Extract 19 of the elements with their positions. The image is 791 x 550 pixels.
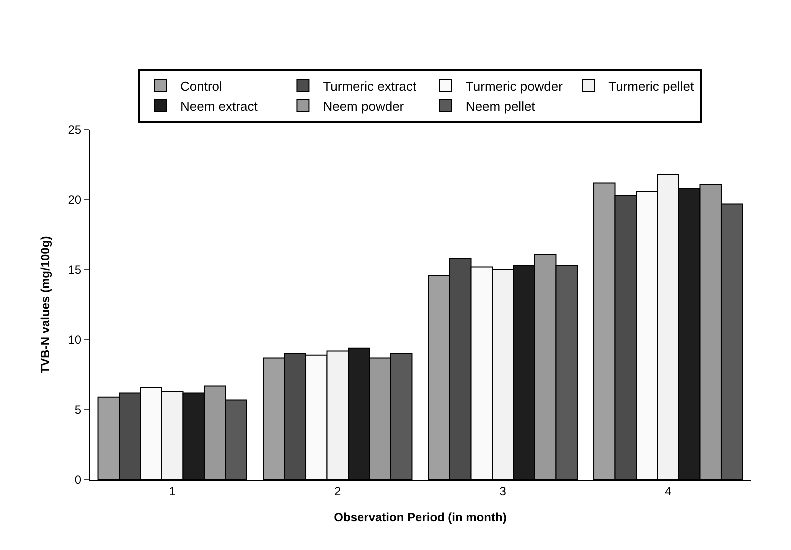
legend-label: Turmeric powder — [466, 79, 564, 94]
x-tick-label: 2 — [334, 484, 342, 498]
legend-label: Neem powder — [323, 98, 405, 114]
y-tick-label: 15 — [68, 263, 82, 278]
x-tick-label: 3 — [500, 484, 507, 498]
y-tick-label: 0 — [74, 473, 82, 488]
legend-label: Control — [180, 79, 223, 94]
legend-label: Neem pellet — [466, 98, 536, 114]
legend-label: Turmeric extract — [323, 79, 418, 94]
x-tick-label: 1 — [169, 484, 176, 498]
y-tick-label: 25 — [68, 123, 82, 138]
y-tick-label: 10 — [68, 333, 82, 348]
x-tick-label: 4 — [665, 484, 672, 498]
y-tick-label: 5 — [74, 403, 82, 418]
x-axis-title: Observation Period (in month) — [334, 510, 507, 524]
legend-label: Turmeric pellet — [608, 79, 695, 94]
y-axis-title: TVB-N values (mg/100g) — [38, 236, 53, 374]
legend-label: Neem extract — [180, 98, 258, 114]
y-tick-label: 20 — [68, 193, 82, 208]
